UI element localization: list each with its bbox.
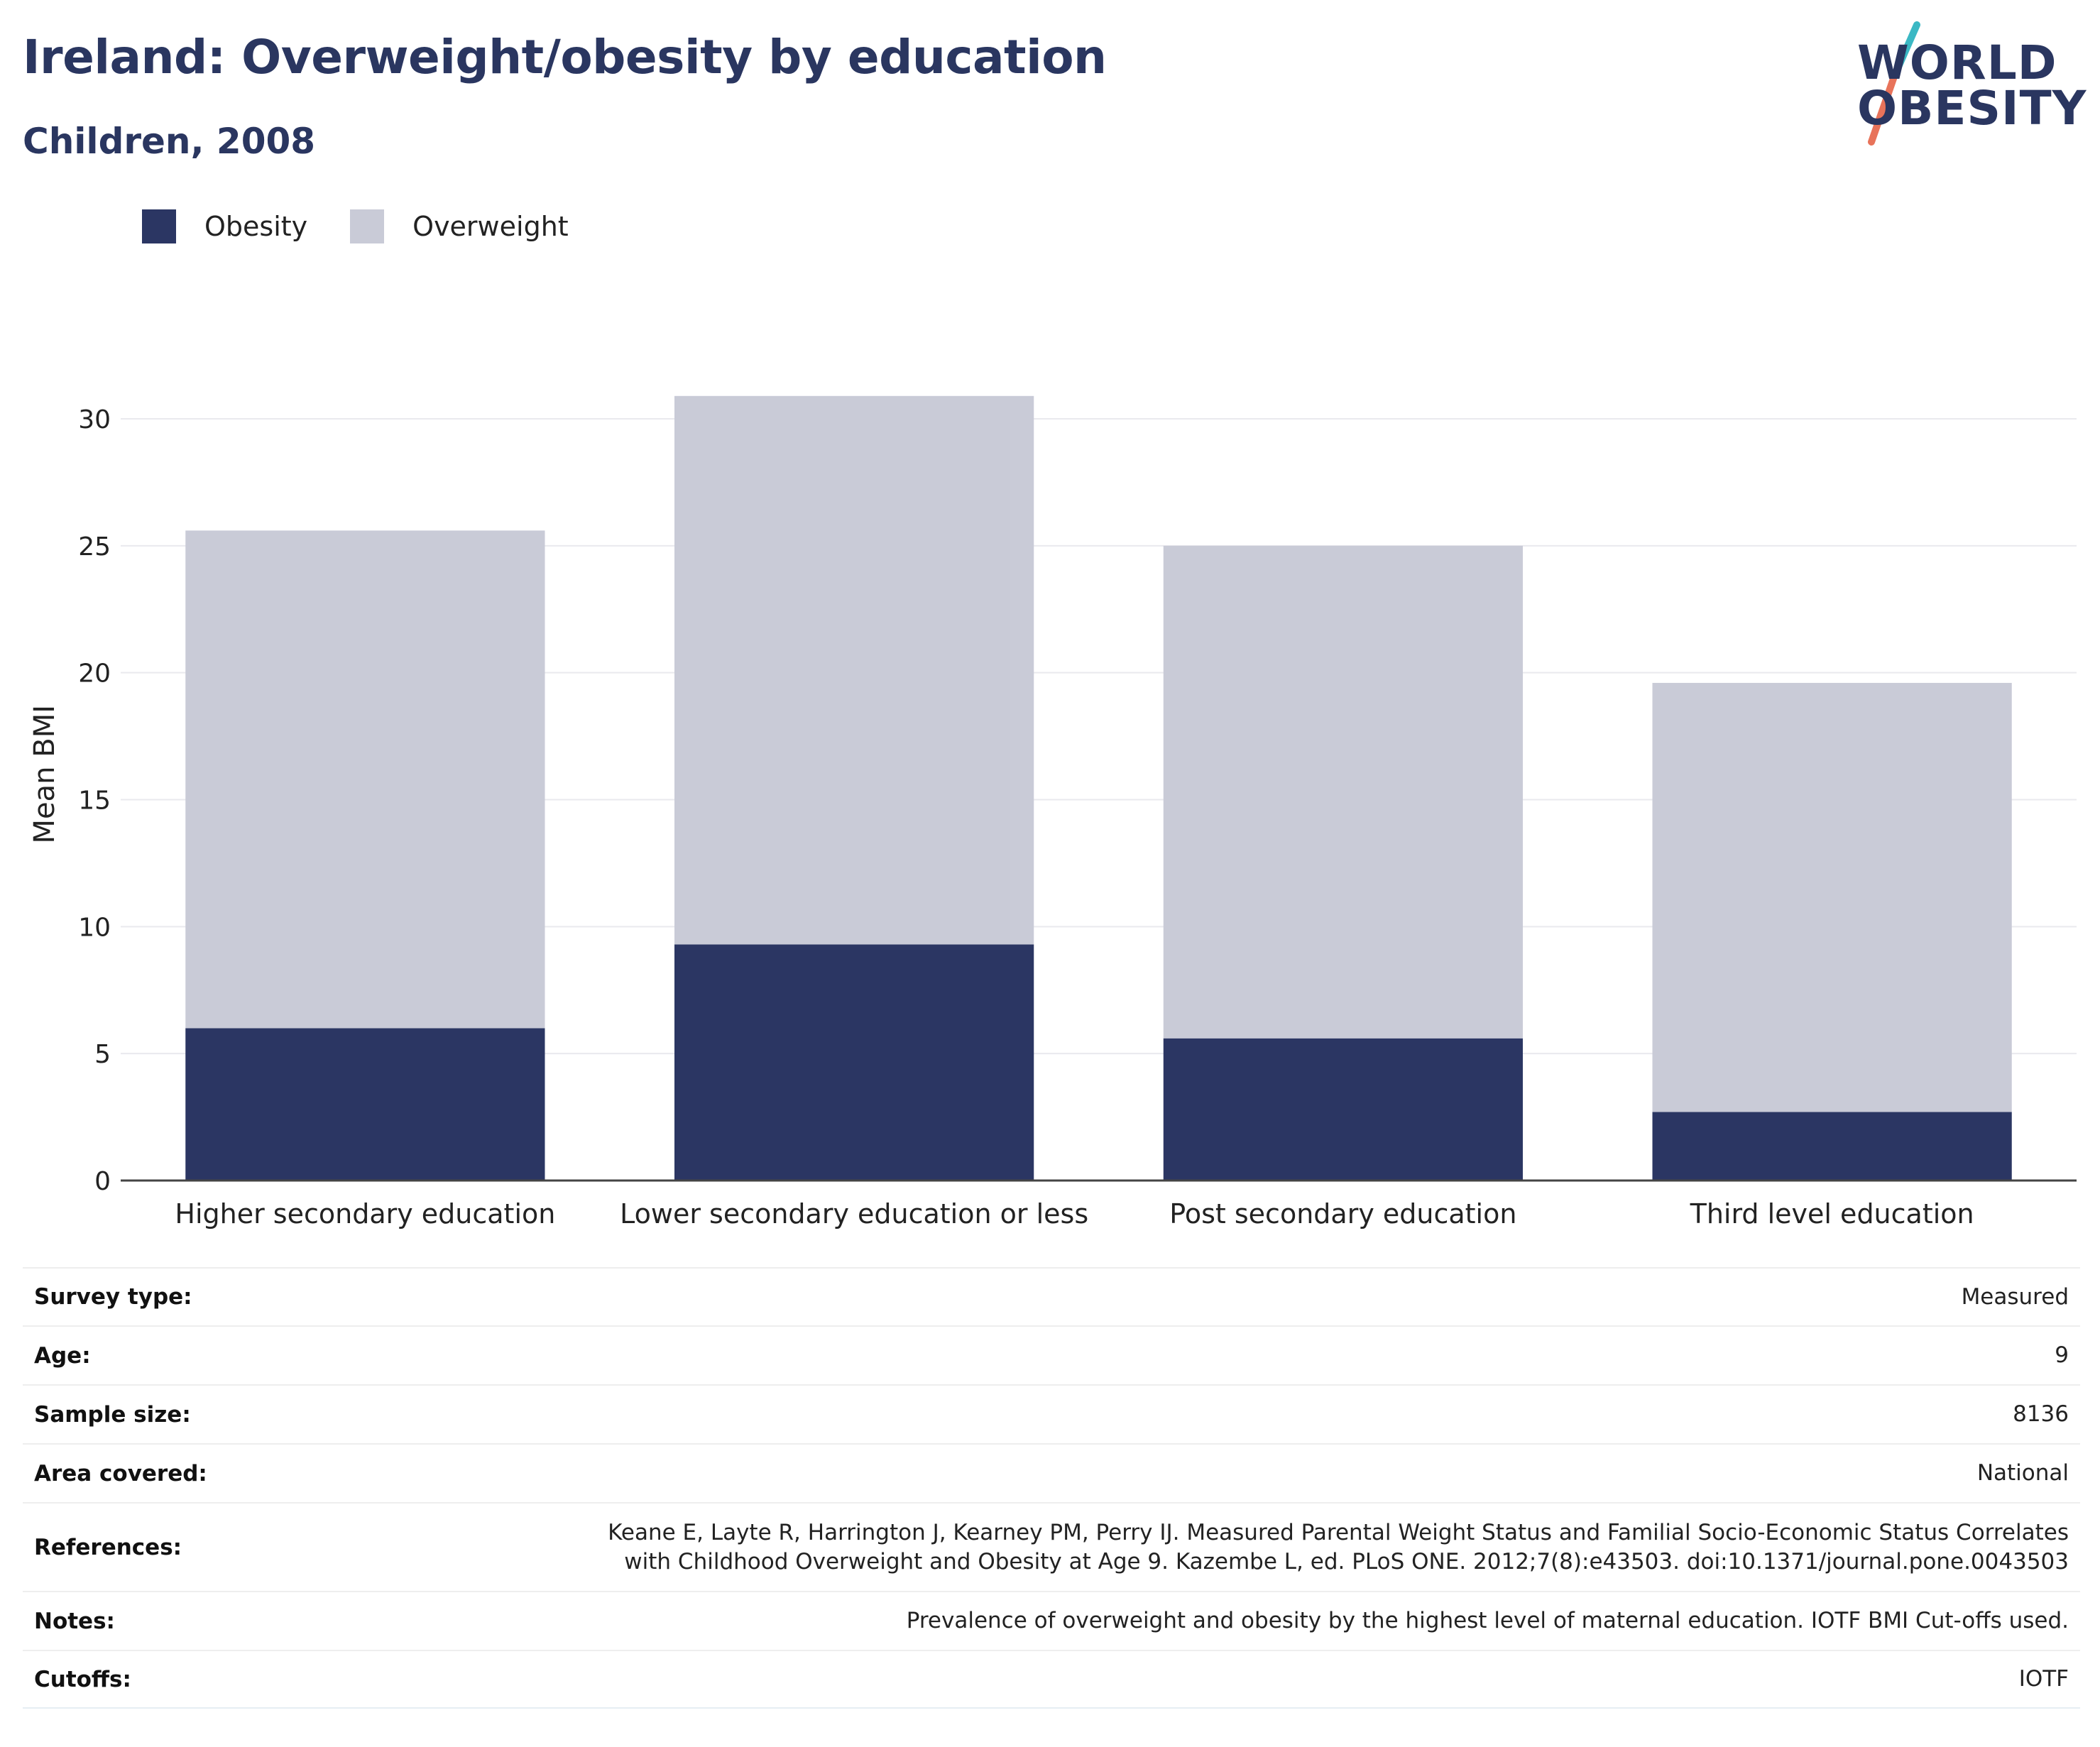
y-tick-label: 20 [78,659,111,689]
legend-label-obesity: Obesity [204,211,308,242]
chart-legend: Obesity Overweight [142,209,611,243]
legend-item-obesity[interactable]: Obesity [142,209,307,243]
info-label: Area covered: [34,1460,207,1486]
legend-swatch-overweight [350,209,385,243]
info-row-sample-size: Sample size: 8136 [23,1384,2080,1443]
logo-text-world: WORLD [1857,35,2057,90]
info-label: Sample size: [34,1401,191,1428]
y-axis-title: Mean BMI [28,705,61,843]
info-row-cutoffs: Cutoffs: IOTF [23,1650,2080,1709]
info-row-age: Age: 9 [23,1325,2080,1384]
info-row-area-covered: Area covered: National [23,1443,2080,1502]
y-tick-label: 30 [78,405,111,434]
logo-slash-icon [1868,21,1920,146]
bar-overweight [1652,682,2012,1112]
info-value: National [1976,1460,2069,1486]
bar-obesity [1163,1038,1523,1181]
bar-overweight [674,395,1034,945]
legend-swatch-obesity [142,209,176,243]
x-tick-label: Higher secondary education [175,1198,555,1230]
info-row-survey-type: Survey type: Measured [23,1267,2080,1325]
info-row-references: References: Keane E, Layte R, Harrington… [23,1502,2080,1591]
y-tick-label: 15 [78,787,111,816]
info-value: 9 [2055,1342,2069,1369]
legend-label-overweight: Overweight [412,211,569,242]
info-label: References: [34,1534,182,1560]
y-tick-label: 10 [78,913,111,942]
info-row-notes: Notes: Prevalence of overweight and obes… [23,1591,2080,1650]
y-tick-label: 5 [94,1040,111,1069]
survey-info-table: Survey type: Measured Age: 9 Sample size… [23,1267,2080,1709]
bar-overweight [185,530,545,1029]
x-tick-label: Lower secondary education or less [620,1198,1088,1230]
x-tick-label: Post secondary education [1169,1198,1516,1230]
info-label: Notes: [34,1608,115,1634]
info-value: 8136 [2013,1401,2069,1428]
legend-item-overweight[interactable]: Overweight [350,209,569,243]
bar-obesity [185,1028,545,1181]
info-value: Prevalence of overweight and obesity by … [906,1608,2069,1634]
info-value: Keane E, Layte R, Harrington J, Kearney … [608,1520,2069,1575]
x-tick-label: Third level education [1690,1198,1974,1230]
info-label: Cutoffs: [34,1666,131,1692]
info-label: Survey type: [34,1284,192,1310]
info-value: IOTF [2018,1666,2069,1692]
bar-obesity [1652,1112,2012,1181]
info-label: Age: [34,1342,91,1369]
y-tick-label: 0 [94,1167,111,1196]
logo-text-obesity: OBESITY [1857,81,2087,136]
bar-obesity [674,944,1034,1181]
info-value: Measured [1961,1283,2069,1310]
y-tick-label: 25 [78,532,111,562]
bar-overweight [1163,545,1523,1039]
world-obesity-logo: WORLD OBESITY [1846,21,2086,149]
bar-chart: 0 5 10 15 20 25 30 Mean BMI Higher secondary edu… [28,395,2077,1230]
chart-title: Ireland: Overweight/obesity by education [23,30,1107,84]
chart-subtitle: Children, 2008 [23,121,316,162]
